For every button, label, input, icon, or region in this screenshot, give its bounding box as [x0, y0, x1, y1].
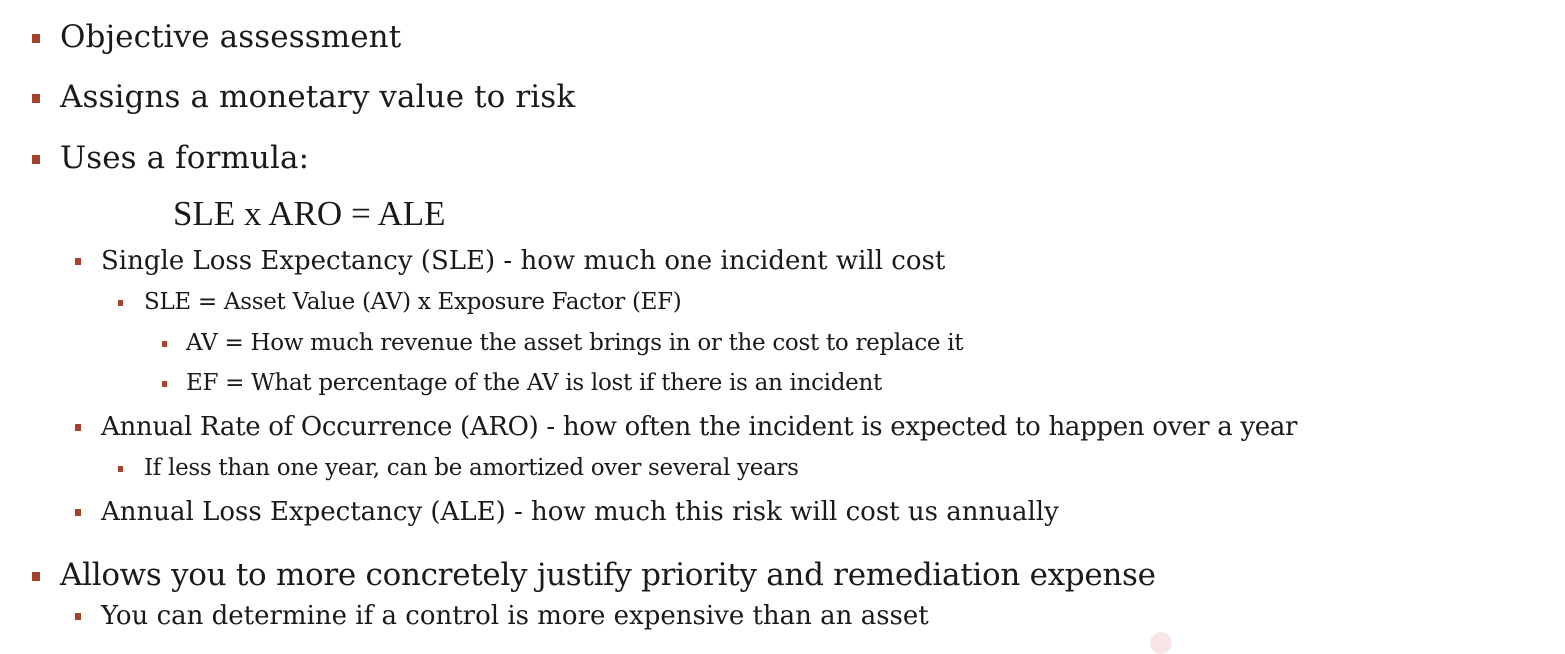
bullet-text: You can determine if a control is more e…: [101, 601, 929, 631]
bullet-text: Objective assessment: [60, 19, 402, 55]
bullet-text: Annual Loss Expectancy (ALE) - how much …: [101, 497, 1059, 527]
bullet-text: Uses a formula:: [60, 140, 310, 176]
square-bullet-icon: [32, 34, 40, 43]
square-bullet-icon: [75, 258, 81, 265]
square-bullet-icon: [32, 155, 40, 164]
square-bullet-icon: [32, 94, 40, 103]
square-bullet-icon: [162, 381, 167, 387]
bullet-text: Assigns a monetary value to risk: [60, 79, 576, 115]
faint-mark-decoration: [1150, 632, 1172, 654]
bullet-text: AV = How much revenue the asset brings i…: [186, 330, 964, 356]
square-bullet-icon: [75, 613, 81, 620]
bullet-text: Single Loss Expectancy (SLE) - how much …: [101, 246, 946, 276]
formula-text: SLE x ARO = ALE: [173, 194, 446, 233]
bullet-text: EF = What percentage of the AV is lost i…: [186, 370, 882, 396]
square-bullet-icon: [75, 424, 81, 431]
bullet-text: SLE = Asset Value (AV) x Exposure Factor…: [144, 289, 682, 315]
square-bullet-icon: [32, 572, 40, 581]
square-bullet-icon: [118, 300, 123, 306]
bullet-text: Annual Rate of Occurrence (ARO) - how of…: [101, 412, 1298, 442]
square-bullet-icon: [162, 341, 167, 347]
bullet-text: Allows you to more concretely justify pr…: [60, 557, 1156, 593]
bullet-text: If less than one year, can be amortized …: [144, 455, 799, 481]
square-bullet-icon: [75, 509, 81, 516]
square-bullet-icon: [118, 466, 123, 472]
